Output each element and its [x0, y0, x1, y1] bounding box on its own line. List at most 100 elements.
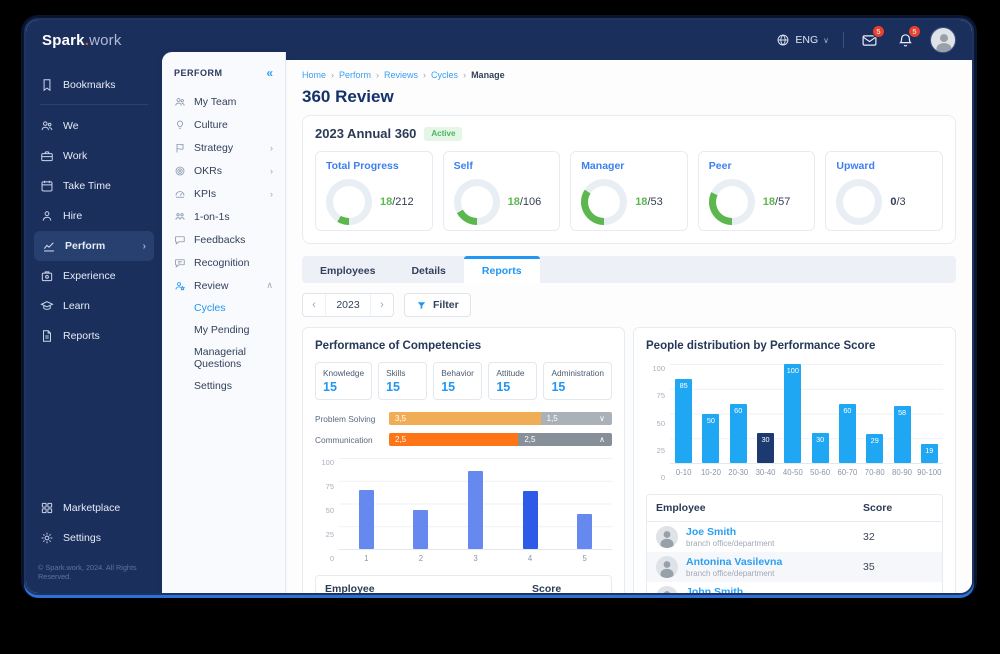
- sidebar-item-perform[interactable]: Perform ›: [34, 231, 154, 261]
- collapse-sidebar-icon[interactable]: «: [266, 66, 273, 80]
- bar[interactable]: [522, 490, 538, 549]
- employee-name-link[interactable]: John Smith: [686, 586, 744, 593]
- prev-year-button[interactable]: ‹: [312, 299, 316, 311]
- submenu-item-recognition[interactable]: Recognition: [162, 251, 285, 274]
- bar[interactable]: 60: [838, 403, 856, 463]
- bar[interactable]: [413, 509, 429, 549]
- panel-title: Performance of Competencies: [315, 340, 482, 352]
- submenu-item-review[interactable]: Review ∧: [162, 274, 285, 297]
- bar[interactable]: 19: [920, 444, 938, 463]
- competency-card-knowledge[interactable]: Knowledge 15: [315, 362, 373, 400]
- stat-value: 18/106: [507, 196, 542, 208]
- x-axis: 0-10 10-20 20-30 30-40 40-50 50-60 60-70 70-80 8…: [670, 464, 943, 477]
- globe-icon: [776, 33, 790, 47]
- competency-card-behavior[interactable]: Behavior 15: [433, 362, 483, 400]
- bar[interactable]: 60: [729, 403, 747, 463]
- stat-value: 18/212: [380, 196, 414, 208]
- stat-card-total-progress: Total Progress 18/212: [315, 151, 433, 231]
- breadcrumb-reviews[interactable]: Reviews: [384, 70, 419, 80]
- table-body: Joe Smith branch office/department 32 An…: [647, 522, 942, 593]
- submenu-title: PERFORM: [174, 68, 223, 78]
- submenu-item-cycles[interactable]: Cycles: [194, 302, 226, 314]
- submenu-item-managerial-questions[interactable]: Managerial Questions: [194, 346, 246, 370]
- chat-lines-icon: [174, 257, 186, 269]
- filter-button[interactable]: Filter: [404, 293, 471, 317]
- avatar-photo-icon: [656, 556, 678, 578]
- competency-row-communication[interactable]: Communication 2,5 2,5 ∧: [315, 433, 612, 446]
- submenu-item-my-team[interactable]: My Team: [162, 90, 285, 113]
- submenu-item-okrs[interactable]: OKRs ›: [162, 159, 285, 182]
- employee-name-link[interactable]: Joe Smith: [686, 526, 737, 538]
- sidebar-item-hire[interactable]: Hire: [26, 201, 162, 231]
- employee-name-link[interactable]: Antonina Vasilevna: [686, 556, 783, 568]
- sidebar-item-reports[interactable]: Reports: [26, 321, 162, 351]
- app-logo[interactable]: Spark.work: [42, 31, 122, 49]
- chevron-up-icon: ∧: [266, 280, 273, 290]
- x-tick-label: 40-50: [782, 468, 803, 477]
- stat-card-peer: Peer 18/57: [697, 151, 816, 231]
- messages-button[interactable]: 5: [858, 25, 885, 51]
- tab-reports[interactable]: Reports: [463, 256, 540, 283]
- plot-area: 85 50 60 30 100 30 60 29 58 19: [670, 364, 943, 464]
- user-avatar[interactable]: [930, 27, 956, 53]
- competency-card-administration[interactable]: Administration 15: [543, 362, 613, 400]
- panel-title: People distribution by Performance Score: [646, 340, 876, 352]
- bar[interactable]: [358, 489, 374, 549]
- bar[interactable]: 30: [811, 433, 829, 463]
- sidebar-item-bookmarks[interactable]: Bookmarks: [26, 70, 162, 100]
- breadcrumb-cycles[interactable]: Cycles: [431, 70, 459, 80]
- tab-employees[interactable]: Employees: [320, 265, 376, 277]
- submenu-item-kpis[interactable]: KPIs ›: [162, 182, 285, 205]
- bar[interactable]: 58: [893, 405, 911, 463]
- submenu-item-culture[interactable]: Culture: [162, 113, 285, 136]
- people-icon: [40, 119, 54, 133]
- avatar-photo-icon: [656, 586, 678, 593]
- bar-value-label: 30: [761, 435, 770, 445]
- donut-chart: [453, 179, 500, 225]
- sidebar-item-take-time[interactable]: Take Time: [26, 171, 162, 201]
- sidebar-item-learn[interactable]: Learn: [26, 291, 162, 321]
- stat-card-manager: Manager 18/53: [570, 151, 688, 231]
- copyright-text: © Spark.work, 2024. All Rights Reserved.: [38, 563, 137, 581]
- submenu-item-feedbacks[interactable]: Feedbacks: [162, 228, 285, 251]
- bar[interactable]: [467, 470, 483, 549]
- table-row[interactable]: John Smith branch office/department 36: [647, 582, 942, 593]
- sidebar-item-experience[interactable]: Experience: [26, 261, 162, 291]
- competency-card-skills[interactable]: Skills 15: [378, 362, 428, 400]
- gear-icon: [40, 531, 54, 545]
- submenu-item-strategy[interactable]: Strategy ›: [162, 136, 285, 159]
- cycle-card: 2023 Annual 360 Active Total Progress 18…: [302, 115, 956, 244]
- bar[interactable]: 100: [784, 364, 802, 463]
- bar[interactable]: 29: [866, 434, 884, 463]
- submenu-item-my-pending[interactable]: My Pending: [194, 324, 250, 336]
- bar[interactable]: 30: [757, 433, 775, 463]
- sidebar-item-work[interactable]: Work: [26, 141, 162, 171]
- table-row[interactable]: Joe Smith branch office/department 32: [647, 522, 942, 552]
- x-tick-label: 2: [418, 554, 424, 563]
- competency-card-attitude[interactable]: Attitude 15: [488, 362, 538, 400]
- submenu-item-1-on-1s[interactable]: 1-on-1s: [162, 205, 285, 228]
- competency-row-problem-solving[interactable]: Problem Solving 3,5 1,5 ∨: [315, 412, 612, 425]
- employee-score: 35: [863, 561, 875, 573]
- notifications-button[interactable]: 5: [894, 25, 921, 51]
- language-selector[interactable]: ENG ∨: [776, 33, 829, 47]
- bar-value-label: 58: [897, 407, 907, 417]
- bar[interactable]: 50: [702, 413, 720, 463]
- sidebar-item-settings[interactable]: Settings: [26, 523, 162, 553]
- chevron-right-icon: ›: [270, 188, 273, 199]
- chevron-up-icon: ∧: [599, 435, 605, 444]
- tab-details[interactable]: Details: [411, 265, 446, 277]
- breadcrumb-home[interactable]: Home: [302, 70, 327, 80]
- bar-value-label: 85: [679, 380, 688, 390]
- next-year-button[interactable]: ›: [380, 299, 384, 311]
- sidebar-item-marketplace[interactable]: Marketplace: [26, 493, 162, 523]
- calendar-icon: [40, 179, 54, 193]
- avatar: [656, 556, 678, 578]
- table-row[interactable]: Antonina Vasilevna branch office/departm…: [647, 552, 942, 582]
- submenu-item-review-settings[interactable]: Settings: [194, 380, 232, 392]
- bar[interactable]: [577, 513, 593, 549]
- competencies-panel: Performance of Competencies Knowledge 15 …: [302, 327, 625, 593]
- bar[interactable]: 85: [675, 378, 693, 463]
- breadcrumb-perform[interactable]: Perform: [339, 70, 372, 80]
- sidebar-item-we[interactable]: We: [26, 111, 162, 141]
